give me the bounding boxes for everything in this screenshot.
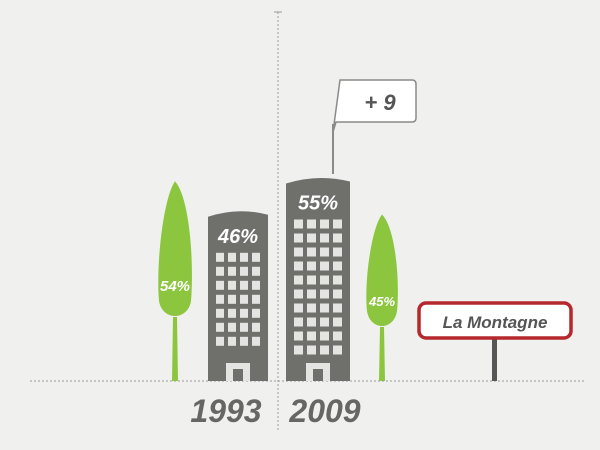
building-window: [252, 308, 260, 318]
building-window: [216, 252, 224, 262]
building-window: [252, 266, 260, 276]
building-window: [216, 308, 224, 318]
tree-bar-2009: [366, 214, 398, 327]
building-window: [216, 280, 224, 290]
building-window: [307, 345, 316, 355]
building-window: [307, 261, 316, 271]
year-label-1993: 1993: [190, 393, 261, 429]
building-window: [240, 322, 248, 332]
building-door: [233, 369, 243, 381]
building-window: [320, 317, 329, 327]
building-window: [320, 289, 329, 299]
building-window: [228, 336, 236, 346]
building-window: [228, 266, 236, 276]
building-window: [228, 280, 236, 290]
building-window: [294, 275, 303, 285]
building-window: [320, 247, 329, 257]
building-window: [228, 322, 236, 332]
building-window: [252, 322, 260, 332]
building-window: [216, 322, 224, 332]
building-window: [307, 331, 316, 341]
building-window: [252, 252, 260, 262]
building-window: [294, 233, 303, 243]
building-bar-2009: [286, 177, 350, 381]
change-label: + 9: [364, 90, 396, 115]
building-window: [216, 336, 224, 346]
building-window: [320, 219, 329, 229]
building-window: [252, 294, 260, 304]
building-window: [320, 303, 329, 313]
building-window: [320, 261, 329, 271]
building-window: [333, 345, 342, 355]
building-window: [252, 336, 260, 346]
building-window: [333, 317, 342, 327]
building-window: [294, 261, 303, 271]
building-window: [240, 308, 248, 318]
building-window: [216, 294, 224, 304]
building-window: [252, 280, 260, 290]
building-window: [333, 261, 342, 271]
building-window: [307, 303, 316, 313]
building-window: [333, 219, 342, 229]
building-window: [320, 275, 329, 285]
building-window: [307, 289, 316, 299]
building-window: [320, 345, 329, 355]
building-window: [294, 289, 303, 299]
tree-bar-1993: [158, 181, 192, 317]
building-window: [307, 219, 316, 229]
building-window: [294, 303, 303, 313]
building-value-label: 55%: [298, 193, 338, 215]
building-window: [307, 275, 316, 285]
building-window: [333, 303, 342, 313]
building-window: [294, 317, 303, 327]
building-window: [240, 294, 248, 304]
building-window: [320, 331, 329, 341]
building-window: [333, 233, 342, 243]
year-label-2009: 2009: [288, 393, 360, 429]
building-door: [313, 369, 323, 381]
tree-trunk: [172, 317, 178, 381]
building-window: [240, 336, 248, 346]
building-window: [294, 345, 303, 355]
building-window: [240, 252, 248, 262]
building-window: [333, 247, 342, 257]
building-window: [294, 331, 303, 341]
building-window: [333, 331, 342, 341]
building-window: [307, 317, 316, 327]
building-value-label: 46%: [217, 226, 258, 248]
callout-box: [332, 79, 417, 133]
sign-post: [492, 335, 497, 381]
building-window: [228, 294, 236, 304]
tree-trunk: [379, 327, 385, 381]
building-window: [240, 280, 248, 290]
building-window: [294, 247, 303, 257]
building-window: [320, 233, 329, 243]
building-window: [216, 266, 224, 276]
sign-board: [417, 301, 573, 340]
building-window: [307, 233, 316, 243]
change-callout: + 9: [332, 79, 417, 174]
building-window: [228, 308, 236, 318]
tree-value-label: 54%: [160, 278, 190, 295]
building-window: [240, 266, 248, 276]
building-window: [333, 275, 342, 285]
building-window: [228, 252, 236, 262]
town-sign: La Montagne: [417, 301, 573, 381]
building-window: [294, 219, 303, 229]
tree-value-label: 45%: [368, 294, 395, 309]
sign-label: La Montagne: [443, 313, 548, 332]
building-window: [307, 247, 316, 257]
building-window: [333, 289, 342, 299]
